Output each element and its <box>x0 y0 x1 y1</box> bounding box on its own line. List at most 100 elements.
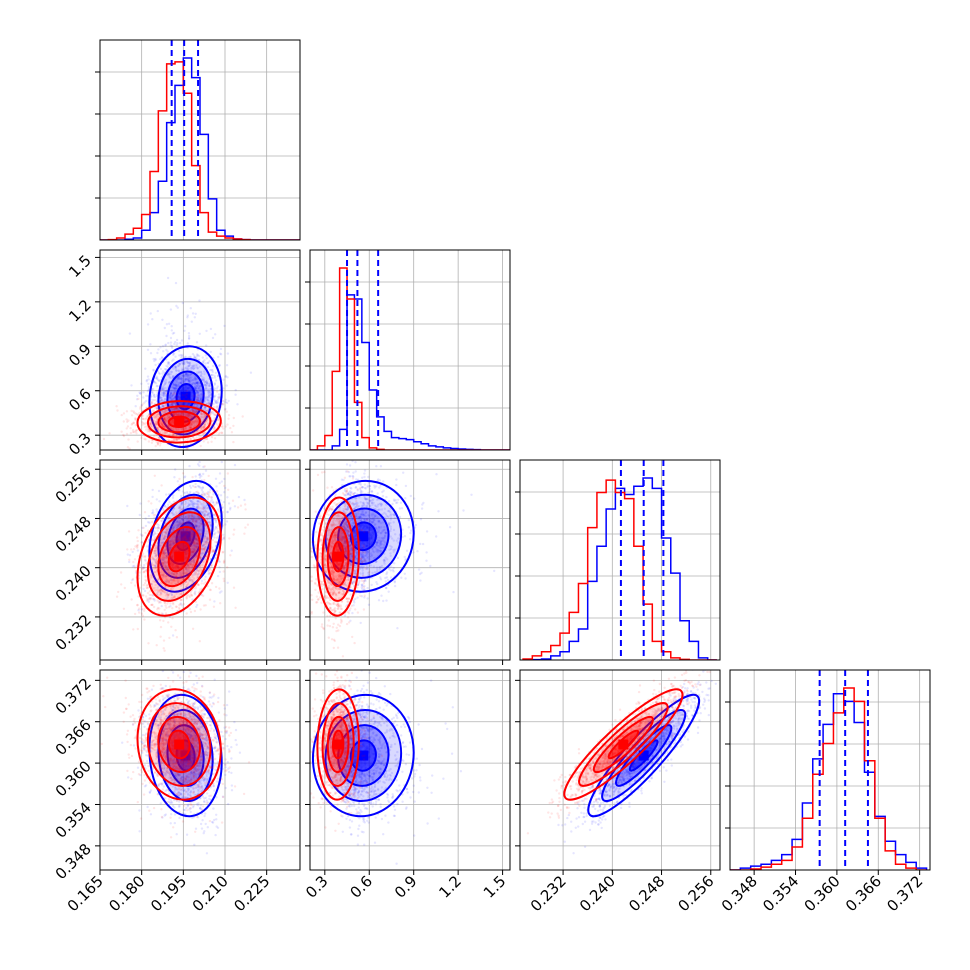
scatter-point <box>190 532 194 535</box>
scatter-point <box>130 581 133 584</box>
scatter-point <box>204 515 207 518</box>
scatter-point <box>195 409 198 413</box>
scatter-point <box>176 407 179 411</box>
scatter-point <box>216 401 219 404</box>
scatter-point <box>199 557 202 560</box>
scatter-point <box>172 506 175 509</box>
scatter-point <box>196 391 200 394</box>
scatter-point <box>152 368 155 371</box>
scatter-point <box>177 433 180 436</box>
scatter-point <box>184 523 188 526</box>
scatter-point <box>210 498 213 502</box>
scatter-point <box>158 412 161 416</box>
scatter-point <box>122 412 126 415</box>
scatter-point <box>199 533 202 536</box>
scatter-point <box>176 385 179 388</box>
scatter-point <box>190 583 193 586</box>
scatter-point <box>186 374 189 377</box>
scatter-point <box>217 364 221 367</box>
scatter-point <box>156 555 159 558</box>
scatter-point <box>206 388 209 391</box>
scatter-point <box>208 390 212 394</box>
scatter-point <box>196 502 199 506</box>
scatter-point <box>205 510 208 514</box>
scatter-point <box>176 536 180 539</box>
scatter-point <box>226 472 230 475</box>
scatter-point <box>213 395 216 399</box>
scatter-point <box>175 534 178 537</box>
scatter-point <box>150 425 153 428</box>
scatter-point <box>181 523 184 526</box>
scatter-point <box>167 593 170 596</box>
scatter-point <box>166 596 169 599</box>
scatter-point <box>172 412 175 415</box>
scatter-point <box>190 320 193 323</box>
scatter-point <box>159 390 162 393</box>
scatter-point <box>187 373 190 377</box>
scatter-point <box>198 389 201 393</box>
scatter-point <box>160 589 163 592</box>
scatter-point <box>212 549 215 553</box>
scatter-point <box>178 377 182 381</box>
scatter-point <box>167 512 171 515</box>
scatter-point <box>169 344 172 347</box>
scatter-point <box>173 534 177 537</box>
scatter-point <box>161 534 164 537</box>
scatter-point <box>216 407 220 411</box>
scatter-point <box>225 384 228 387</box>
scatter-point <box>144 559 147 562</box>
scatter-point <box>196 381 199 385</box>
scatter-point <box>190 423 194 426</box>
scatter-point <box>184 325 187 328</box>
scatter-point <box>154 444 157 448</box>
scatter-point <box>153 424 156 427</box>
scatter-point <box>165 556 168 560</box>
scatter-point <box>199 370 202 373</box>
scatter-point <box>152 419 155 422</box>
scatter-point <box>205 385 208 388</box>
scatter-point <box>207 391 210 394</box>
scatter-point <box>135 413 139 416</box>
scatter-point <box>223 484 226 488</box>
scatter-point <box>175 511 178 514</box>
scatter-point <box>207 391 211 394</box>
scatter-point <box>226 423 229 426</box>
scatter-point <box>198 429 202 433</box>
scatter-point <box>178 516 181 519</box>
scatter-point <box>156 591 160 594</box>
scatter-point <box>135 398 139 401</box>
scatter-point <box>172 393 175 397</box>
scatter-point <box>218 566 221 569</box>
scatter-point <box>189 413 192 417</box>
scatter-point <box>198 394 201 397</box>
scatter-point <box>175 413 178 417</box>
scatter-point <box>171 394 175 397</box>
scatter-point <box>169 308 173 311</box>
scatter-point <box>187 560 191 563</box>
scatter-point <box>173 573 176 576</box>
scatter-point <box>153 549 156 553</box>
scatter-point <box>212 490 215 493</box>
scatter-point <box>226 376 229 379</box>
histogram-blue <box>523 477 717 660</box>
scatter-point <box>200 511 204 514</box>
scatter-point <box>169 539 172 543</box>
scatter-point <box>156 529 159 532</box>
scatter-point <box>162 387 165 390</box>
scatter-point <box>195 353 199 356</box>
scatter-point <box>209 523 213 527</box>
scatter-point <box>153 551 156 555</box>
scatter-point <box>169 341 173 344</box>
scatter-point <box>213 533 216 536</box>
scatter-point <box>232 416 235 420</box>
scatter-point <box>171 403 175 406</box>
scatter-point <box>196 430 199 433</box>
scatter-point <box>213 376 217 379</box>
scatter-point <box>154 553 158 557</box>
scatter-point <box>192 560 196 563</box>
scatter-point <box>168 363 171 366</box>
scatter-point <box>219 405 223 409</box>
scatter-point <box>180 379 183 382</box>
scatter-point <box>221 511 224 514</box>
scatter-point <box>176 579 179 582</box>
